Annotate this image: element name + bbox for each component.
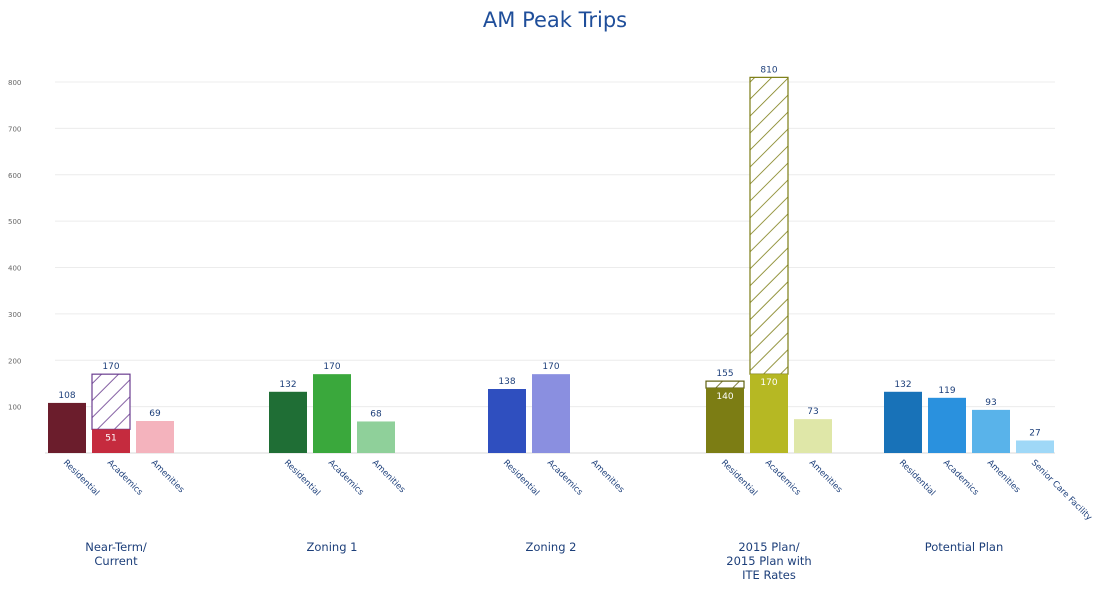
bar-value-label: 68 bbox=[370, 409, 382, 419]
category-label: Academics bbox=[105, 458, 145, 498]
category-label: Amenities bbox=[807, 458, 844, 495]
category-labels: Residential Academics Amenities Residential… bbox=[61, 458, 1094, 523]
group-label: Zoning 1 bbox=[307, 540, 358, 554]
group-label: Zoning 2 bbox=[526, 540, 577, 554]
category-label: Residential bbox=[719, 458, 759, 498]
bar-solid-value-label: 140 bbox=[716, 392, 733, 402]
y-tick-label: 600 bbox=[8, 172, 21, 180]
category-label: Academics bbox=[941, 458, 981, 498]
y-tick-label: 300 bbox=[8, 311, 21, 319]
bar-value-label: 132 bbox=[894, 380, 911, 390]
group-label-line: Potential Plan bbox=[925, 540, 1004, 554]
chart-title: AM Peak Trips bbox=[483, 8, 627, 32]
bar-value-label: 119 bbox=[938, 386, 955, 396]
bar-academics bbox=[532, 374, 570, 453]
category-label: Academics bbox=[545, 458, 585, 498]
bar-residential bbox=[884, 391, 922, 453]
category-label: Residential bbox=[282, 458, 322, 498]
bar-value-label: 132 bbox=[279, 380, 296, 390]
category-label: Academics bbox=[763, 458, 803, 498]
bar-residential bbox=[269, 391, 307, 453]
bar-academics bbox=[92, 429, 130, 453]
group-label-line: Zoning 2 bbox=[526, 540, 577, 554]
bar-academics bbox=[750, 374, 788, 453]
bar-residential bbox=[48, 402, 86, 453]
group-label: 2015 Plan/2015 Plan with ITE Rates bbox=[726, 540, 811, 582]
bar-residential bbox=[488, 389, 526, 453]
bar-residential bbox=[706, 388, 744, 453]
bar-value-label: 155 bbox=[716, 369, 733, 379]
bar-amenities bbox=[972, 409, 1010, 453]
y-tick-label: 700 bbox=[8, 125, 21, 133]
group-label-line: Zoning 1 bbox=[307, 540, 358, 554]
bar-hatched-academics bbox=[91, 373, 131, 430]
category-label: Academics bbox=[326, 458, 366, 498]
bars: 108 51 170 69 132 170 68 138 170 140 155 170 810 73 13… bbox=[48, 65, 1054, 453]
bar-value-label: 170 bbox=[542, 362, 559, 372]
category-label: Amenities bbox=[370, 458, 407, 495]
group-label-line: 2015 Plan with bbox=[726, 554, 811, 568]
bar-amenities bbox=[794, 419, 832, 453]
bar-solid-value-label: 51 bbox=[105, 433, 116, 443]
bar-value-label: 170 bbox=[102, 362, 119, 372]
bar-hatched-residential bbox=[705, 380, 745, 389]
bar-amenities bbox=[136, 421, 174, 453]
bar-value-label: 93 bbox=[985, 398, 996, 408]
bar-hatched-academics bbox=[749, 76, 789, 375]
bar-value-label: 108 bbox=[58, 391, 75, 401]
y-tick-label: 100 bbox=[8, 404, 21, 412]
category-label: Amenities bbox=[149, 458, 186, 495]
bar-senior-care-facility bbox=[1016, 440, 1054, 453]
group-label-line: ITE Rates bbox=[742, 568, 796, 582]
y-tick-label: 400 bbox=[8, 265, 21, 273]
bar-value-label: 810 bbox=[760, 65, 777, 75]
group-label: Near-Term/Current bbox=[85, 540, 147, 568]
bar-value-label: 27 bbox=[1029, 428, 1040, 438]
category-label: Amenities bbox=[985, 458, 1022, 495]
bar-academics bbox=[313, 374, 351, 453]
group-label: Potential Plan bbox=[925, 540, 1004, 554]
category-label: Amenities bbox=[589, 458, 626, 495]
category-label: Senior Care Facility bbox=[1029, 458, 1094, 523]
y-tick-label: 200 bbox=[8, 357, 21, 365]
group-label-line: 2015 Plan/ bbox=[738, 540, 799, 554]
y-tick-label: 500 bbox=[8, 218, 21, 226]
y-tick-label: 800 bbox=[8, 79, 21, 87]
category-label: Residential bbox=[897, 458, 937, 498]
bar-value-label: 170 bbox=[323, 362, 340, 372]
category-label: Residential bbox=[61, 458, 101, 498]
group-labels: Near-Term/Current Zoning 1 Zoning 2 2015 Pl… bbox=[85, 540, 1003, 582]
group-label-line: Near-Term/ bbox=[85, 540, 147, 554]
bar-solid-value-label: 170 bbox=[760, 378, 777, 388]
y-axis: 100 200 300 400 500 600 700 800 bbox=[8, 79, 21, 412]
bar-academics bbox=[928, 397, 966, 453]
bar-value-label: 138 bbox=[498, 377, 515, 387]
bar-value-label: 73 bbox=[807, 407, 818, 417]
group-label-line: Current bbox=[94, 554, 138, 568]
category-label: Residential bbox=[501, 458, 541, 498]
bar-value-label: 69 bbox=[149, 409, 161, 419]
bar-amenities bbox=[357, 421, 395, 453]
